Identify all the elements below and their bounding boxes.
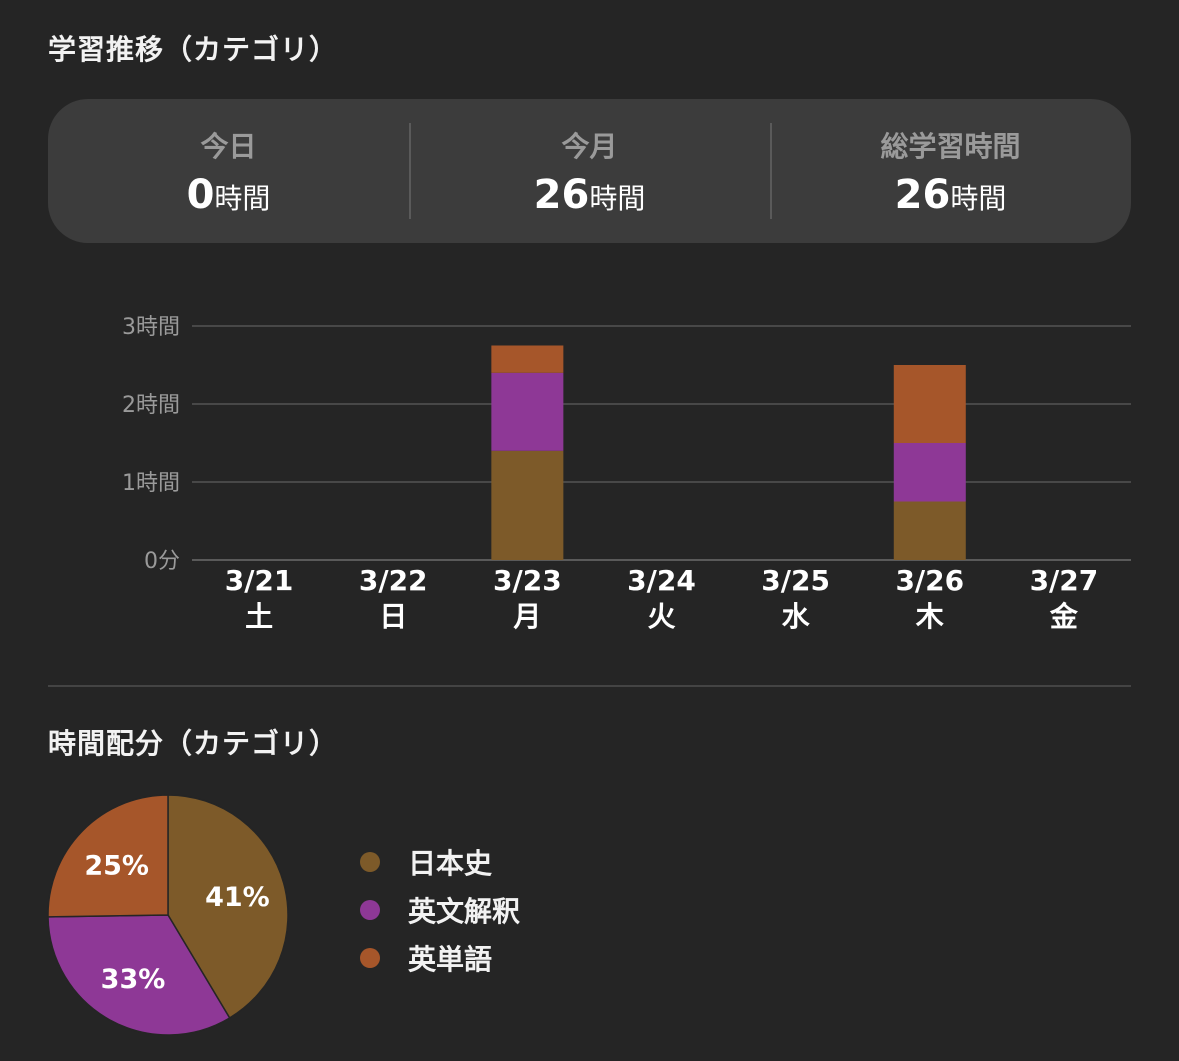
summary-month-value-line: 26時間 [534,175,646,217]
summary-total-value-line: 26時間 [895,175,1007,217]
summary-card: 今日 0時間 今月 26時間 総学習時間 26時間 [48,99,1131,243]
pie-slice-日本史 [167,794,289,1019]
summary-total-unit: 時間 [950,182,1007,215]
summary-today-value: 0 [186,172,215,218]
section-title-trend: 学習推移（カテゴリ） [48,33,339,66]
summary-total-value: 26 [894,172,951,218]
y-tick-label: 2時間 [122,393,180,418]
x-tick-weekday: 火 [647,600,675,633]
summary-today-label: 今日 [200,130,257,163]
bar-segment-3/23-日本史 [491,450,564,560]
summary-month-label: 今月 [561,130,618,163]
bar-segment-3/26-英文解釈 [893,443,966,502]
summary-today-value-line: 0時間 [187,175,271,217]
summary-month-unit: 時間 [589,182,646,215]
section-title-distribution: 時間配分（カテゴリ） [48,727,339,760]
x-tick-weekday: 日 [379,600,407,633]
x-tick-weekday: 水 [782,600,811,633]
x-tick-date: 3/23 [493,564,562,597]
legend-item-英文解釈: 英文解釈 [360,886,520,934]
stacked-bar-chart: 0分 1時間 2時間 3時間 3/21土 3/22日 3/23月 3/24火 3/25水 3/26… [122,315,1131,633]
x-tick-weekday: 木 [915,600,944,633]
summary-total-label: 総学習時間 [880,130,1021,163]
x-tick-date: 3/21 [225,564,294,597]
bar-segment-3/23-英単語 [491,345,564,373]
x-tick-date: 3/25 [761,564,830,597]
summary-today-unit: 時間 [214,182,271,215]
legend-dot [360,948,380,968]
x-tick-weekday: 月 [512,600,541,633]
x-tick-date: 3/27 [1030,564,1099,597]
section-divider [48,685,1131,687]
summary-month-value: 26 [533,172,590,218]
x-tick-date: 3/26 [895,564,964,597]
legend-label: 日本史 [408,847,493,880]
legend-dot [360,900,380,920]
pie-label-日本史: 41% [205,882,270,913]
legend-label: 英文解釈 [408,895,521,928]
x-tick-weekday: 土 [245,600,273,633]
legend-dot [360,852,380,872]
pie-slice-英単語 [47,794,169,918]
y-tick-label: 3時間 [122,315,180,340]
y-tick-label: 1時間 [122,471,180,496]
bar-segment-3/23-英文解釈 [491,372,564,451]
pie-legend: 日本史英文解釈英単語 [360,838,520,982]
x-tick-weekday: 金 [1049,600,1079,633]
pie-label-英文解釈: 33% [101,964,166,995]
pie-chart: 41% 33% 25% [47,794,289,1036]
summary-month: 今月 26時間 [409,99,770,243]
legend-label: 英単語 [408,943,493,976]
y-tick-label: 0分 [144,549,180,574]
legend-item-英単語: 英単語 [360,934,520,982]
legend-item-日本史: 日本史 [360,838,520,886]
summary-total: 総学習時間 26時間 [770,99,1131,243]
bar-segment-3/26-日本史 [893,501,966,560]
pie-label-英単語: 25% [84,850,149,881]
bar-segment-3/26-英単語 [893,365,966,443]
pie-slice-英文解釈 [47,914,231,1036]
x-tick-date: 3/24 [627,564,696,597]
summary-today: 今日 0時間 [48,99,409,243]
x-tick-date: 3/22 [359,564,428,597]
